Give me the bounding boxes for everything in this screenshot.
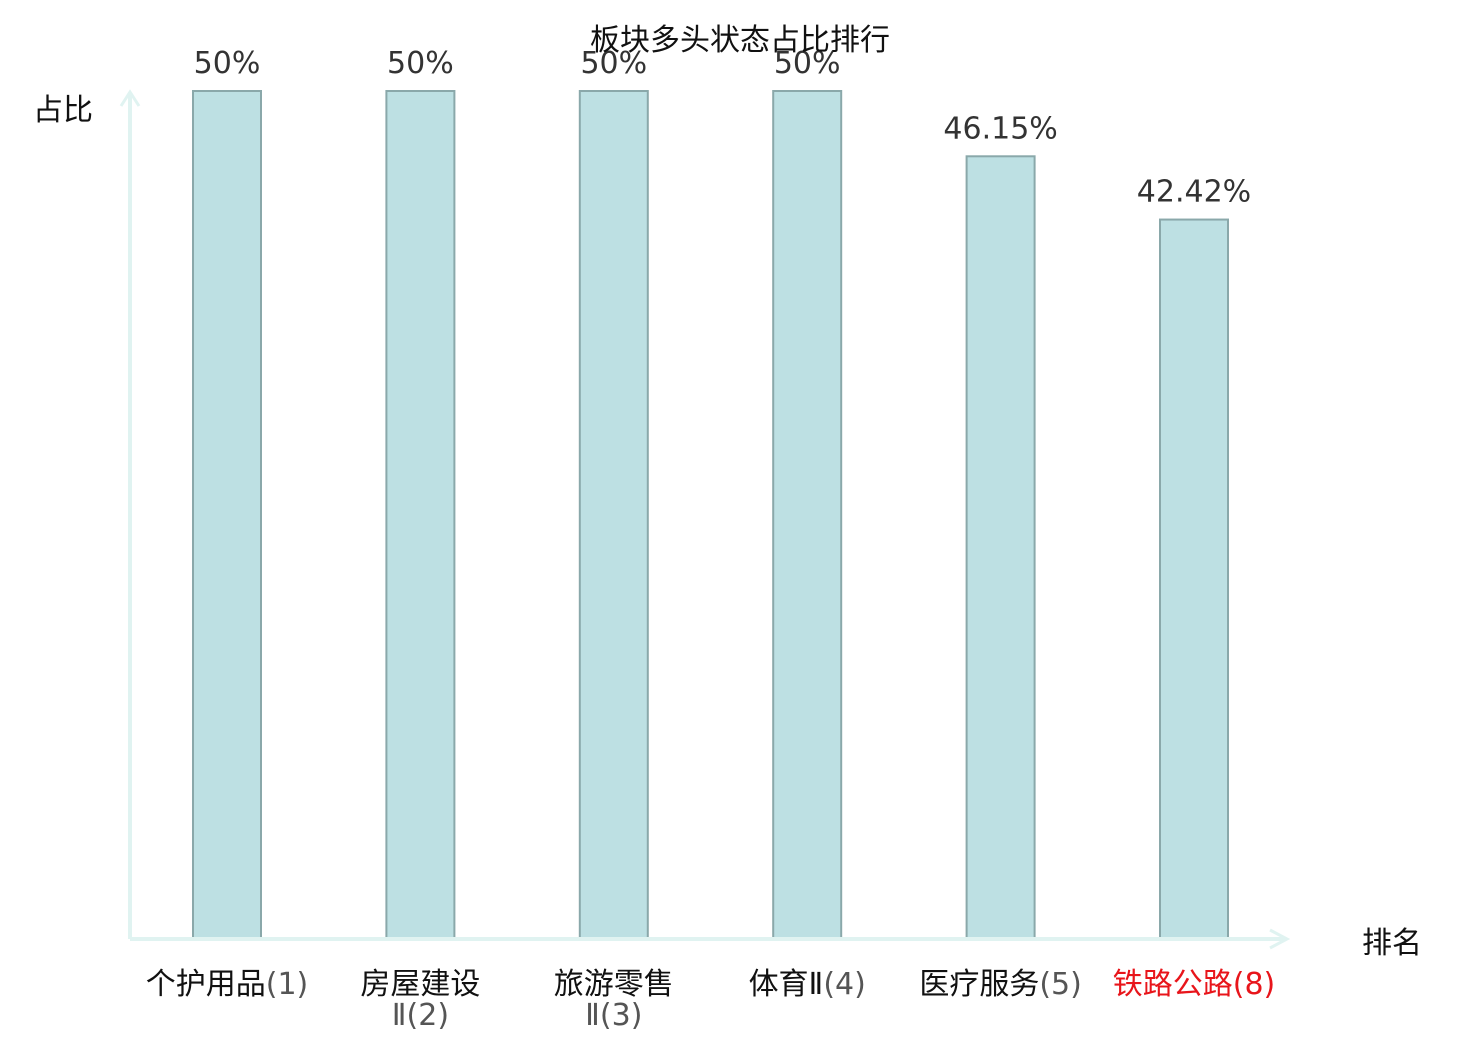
bar (1159, 218, 1229, 940)
category-label: 房屋建设 (360, 967, 480, 1002)
bar (385, 90, 456, 940)
category-label: 体育Ⅱ(4) (749, 967, 866, 1002)
y-axis-title: 占比 (33, 93, 93, 128)
x-axis-title: 排名 (1362, 926, 1422, 961)
axes-layer (119, 89, 1291, 950)
category-label-line2: Ⅱ(2) (392, 998, 449, 1033)
value-label: 50% (580, 46, 647, 81)
bar (192, 90, 262, 940)
bars-layer (192, 90, 1229, 940)
bar (965, 155, 1036, 940)
category-label: 医疗服务(5) (919, 967, 1082, 1002)
x-axis-arrow (1269, 928, 1291, 950)
value-label: 50% (774, 46, 841, 81)
category-label: 旅游零售 (554, 967, 674, 1002)
category-label: 铁路公路(8) (1113, 967, 1276, 1002)
value-label: 50% (194, 46, 261, 81)
bar (772, 90, 843, 940)
value-label: 50% (387, 46, 454, 81)
value-label: 42.42% (1137, 175, 1251, 210)
bar (578, 90, 649, 940)
y-axis-arrow (119, 89, 141, 107)
category-label-line2: Ⅱ(3) (585, 998, 642, 1033)
value-label: 46.15% (943, 111, 1057, 146)
chart-title: 板块多头状态占比排行 (590, 23, 890, 58)
category-label: 个护用品(1) (146, 967, 309, 1002)
